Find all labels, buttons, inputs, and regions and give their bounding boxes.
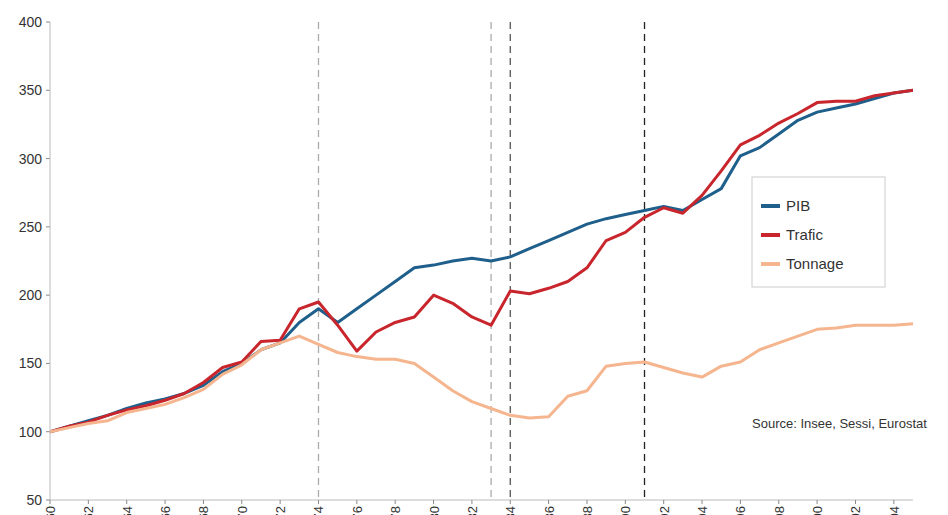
x-tick <box>625 500 626 504</box>
x-tick-label: 1998 <box>772 506 787 515</box>
x-tick-label: 1966 <box>158 506 173 515</box>
y-tick-label: 300 <box>19 151 43 167</box>
series-line <box>50 90 913 431</box>
x-tick-label: 2000 <box>810 506 825 515</box>
x-tick-label: 1990 <box>618 506 633 515</box>
x-tick-label: 1980 <box>427 506 442 515</box>
x-tick <box>356 500 357 504</box>
x-tick <box>126 500 127 504</box>
x-tick-label: 1968 <box>196 506 211 515</box>
x-tick <box>280 500 281 504</box>
x-tick <box>510 500 511 504</box>
y-tick <box>46 363 50 364</box>
y-tick-label: 100 <box>19 424 43 440</box>
x-tick <box>548 500 549 504</box>
y-tick-label: 50 <box>26 492 42 508</box>
x-tick <box>778 500 779 504</box>
legend-swatch <box>761 233 780 237</box>
y-tick-label: 350 <box>19 82 43 98</box>
x-tick-label: 1988 <box>580 506 595 515</box>
x-tick-label: 1960 <box>43 506 58 515</box>
chart: 50 100 150 200 250 300 350 400 1960 1962 1964 1966 1… <box>0 0 948 515</box>
x-tick-label: 2002 <box>848 506 863 515</box>
y-tick <box>46 158 50 159</box>
x-tick-label: 1972 <box>273 506 288 515</box>
y-tick-label: 400 <box>19 14 43 30</box>
x-tick <box>817 500 818 504</box>
x-tick <box>855 500 856 504</box>
x-tick-label: 1978 <box>388 506 403 515</box>
reference-line <box>644 22 645 500</box>
y-tick <box>46 500 50 501</box>
legend-label: Trafic <box>786 226 823 243</box>
legend-swatch <box>761 204 780 208</box>
y-tick-label: 250 <box>19 219 43 235</box>
x-tick <box>165 500 166 504</box>
y-tick <box>46 90 50 91</box>
legend-box <box>752 177 885 287</box>
x-tick <box>241 500 242 504</box>
x-tick <box>702 500 703 504</box>
reference-line <box>318 22 319 500</box>
x-axis <box>50 500 913 501</box>
x-tick-label: 1992 <box>657 506 672 515</box>
x-tick <box>663 500 664 504</box>
legend-label: Tonnage <box>786 255 844 272</box>
x-tick <box>740 500 741 504</box>
x-tick <box>471 500 472 504</box>
x-tick-label: 1994 <box>695 506 710 515</box>
x-tick-label: 1996 <box>733 506 748 515</box>
x-tick-label: 1986 <box>542 506 557 515</box>
x-tick-label: 1984 <box>503 506 518 515</box>
x-tick-label: 1974 <box>311 506 326 515</box>
x-tick-label: 1964 <box>120 506 135 515</box>
x-tick-label: 1976 <box>350 506 365 515</box>
x-tick-label: 1962 <box>81 506 96 515</box>
source: Source: Insee, Sessi, Eurostat <box>752 416 927 431</box>
reference-line <box>510 22 511 500</box>
legend-label: PIB <box>786 197 810 214</box>
x-tick <box>318 500 319 504</box>
x-tick-label: 1982 <box>465 506 480 515</box>
x-tick <box>88 500 89 504</box>
y-tick <box>46 431 50 432</box>
x-tick <box>586 500 587 504</box>
x-tick-label: 1970 <box>235 506 250 515</box>
y-tick-label: 150 <box>19 355 43 371</box>
x-tick <box>203 500 204 504</box>
y-tick <box>46 295 50 296</box>
x-tick <box>433 500 434 504</box>
x-tick <box>395 500 396 504</box>
y-axis <box>50 22 51 500</box>
y-tick-label: 200 <box>19 287 43 303</box>
x-tick-label: 2004 <box>887 506 902 515</box>
x-tick <box>50 500 51 504</box>
series-line <box>50 90 913 431</box>
y-tick <box>46 226 50 227</box>
x-tick <box>893 500 894 504</box>
legend-swatch <box>761 262 780 266</box>
y-tick <box>46 22 50 23</box>
